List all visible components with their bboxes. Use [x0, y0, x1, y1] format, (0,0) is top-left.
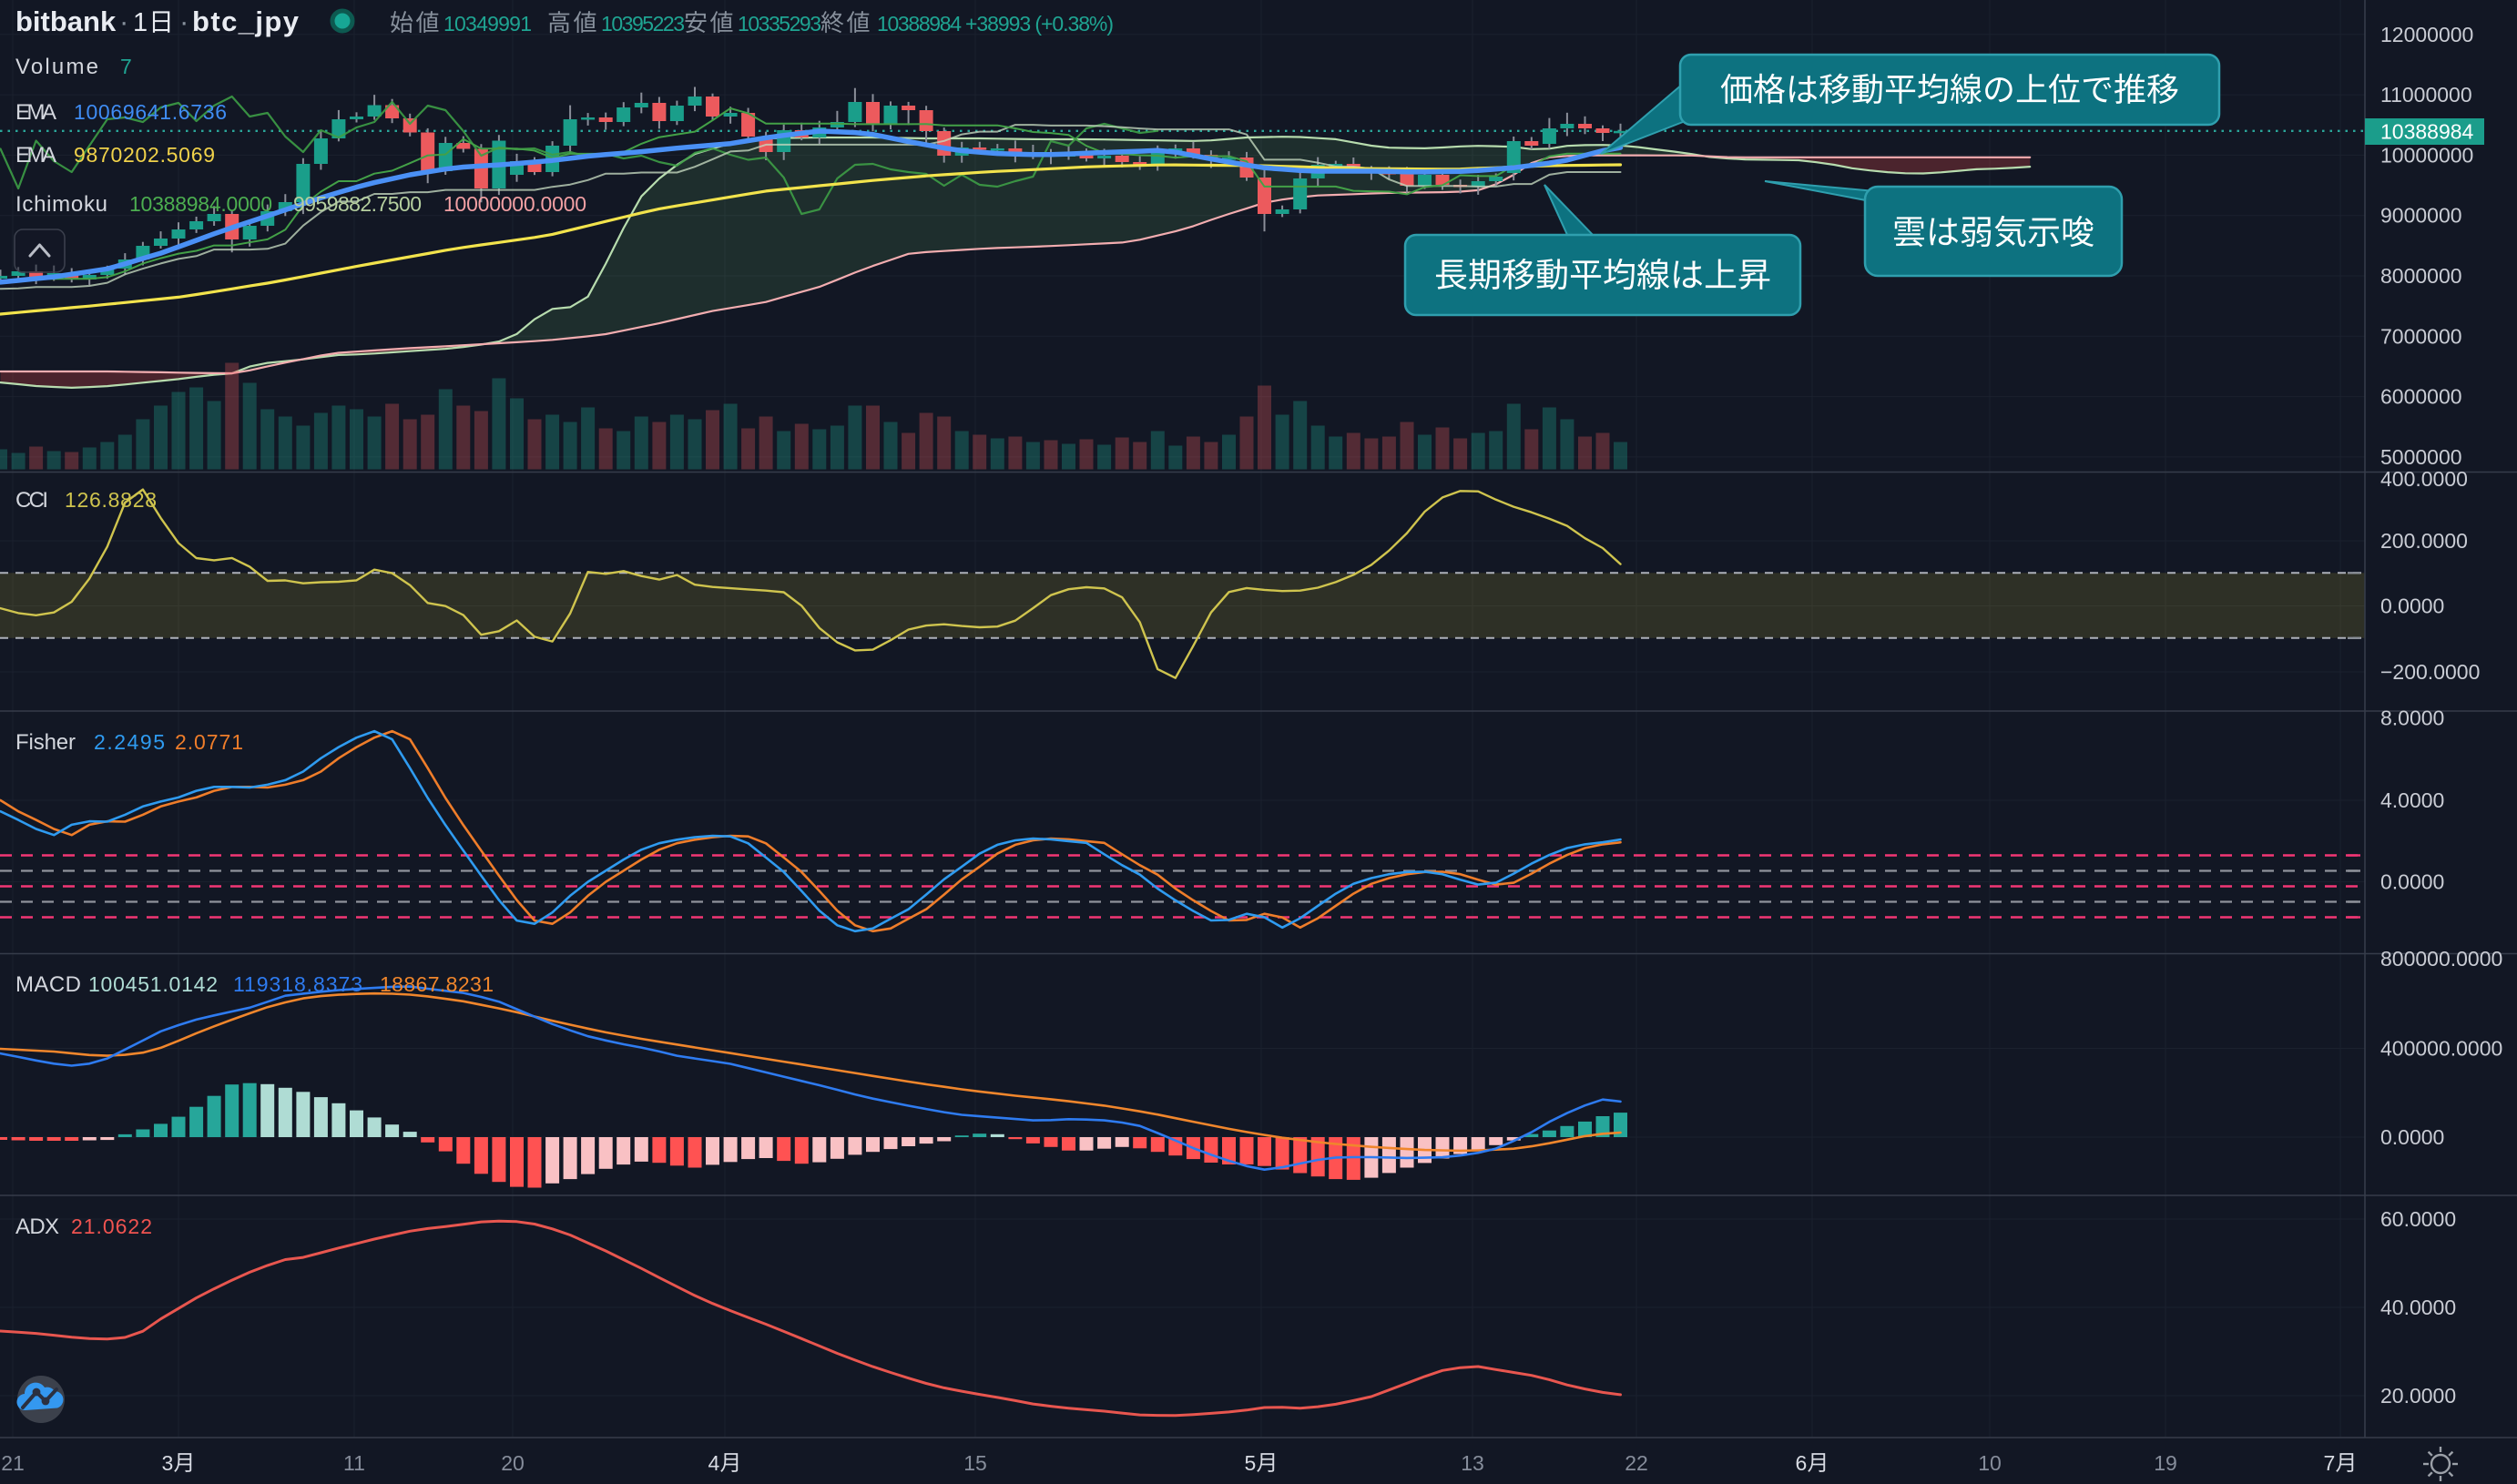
svg-text:3: 3: [162, 1451, 174, 1475]
svg-text:Fisher: Fisher: [15, 730, 76, 755]
svg-text:0.0000: 0.0000: [2380, 595, 2444, 618]
svg-text:7: 7: [120, 55, 132, 78]
svg-text:100451.0142: 100451.0142: [88, 972, 218, 996]
svg-text:10388984: 10388984: [877, 12, 962, 36]
svg-text:10069641.6736: 10069641.6736: [74, 100, 227, 124]
svg-text:7000000: 7000000: [2380, 324, 2462, 348]
svg-text:6000000: 6000000: [2380, 385, 2462, 409]
svg-text:11000000: 11000000: [2380, 83, 2472, 107]
svg-text:0.0000: 0.0000: [2380, 869, 2444, 893]
svg-text:400.0000: 400.0000: [2380, 467, 2468, 491]
svg-text:MACD: MACD: [15, 972, 81, 997]
svg-text:5000000: 5000000: [2380, 445, 2462, 469]
svg-text:19: 19: [2154, 1451, 2177, 1475]
svg-text:10388984: 10388984: [2380, 120, 2474, 144]
svg-text:11: 11: [343, 1451, 365, 1475]
svg-text:8000000: 8000000: [2380, 264, 2462, 288]
svg-text:12000000: 12000000: [2380, 23, 2473, 46]
svg-text:10000000.0000: 10000000.0000: [443, 192, 586, 216]
svg-text:400000.0000: 400000.0000: [2380, 1037, 2502, 1061]
svg-text:2.2495: 2.2495: [94, 730, 165, 754]
svg-text:EMA: EMA: [15, 143, 56, 168]
svg-text:13: 13: [1461, 1451, 1484, 1475]
svg-text:126.8828: 126.8828: [65, 488, 157, 512]
svg-text:15: 15: [963, 1451, 987, 1475]
svg-text:btc_jpy: btc_jpy: [192, 5, 300, 37]
svg-text:2.0771: 2.0771: [175, 730, 243, 754]
svg-text:CCI: CCI: [15, 488, 48, 513]
svg-text:119318.8373: 119318.8373: [233, 972, 362, 996]
svg-text:10: 10: [1978, 1451, 2002, 1475]
svg-text:Volume: Volume: [15, 55, 98, 79]
svg-text:6: 6: [1796, 1451, 1808, 1475]
svg-text:10000000: 10000000: [2380, 143, 2473, 167]
svg-text:40.0000: 40.0000: [2380, 1296, 2456, 1319]
svg-text:9000000: 9000000: [2380, 204, 2462, 228]
svg-text:200.0000: 200.0000: [2380, 529, 2468, 553]
svg-text:22: 22: [1625, 1451, 1648, 1475]
svg-text:20.0000: 20.0000: [2380, 1384, 2456, 1408]
svg-text:8.0000: 8.0000: [2380, 706, 2444, 730]
svg-text:10335293: 10335293: [738, 12, 821, 36]
svg-text:5: 5: [1245, 1451, 1257, 1475]
svg-text:21: 21: [1, 1451, 25, 1475]
svg-text:·: ·: [119, 5, 128, 37]
svg-text:10395223: 10395223: [601, 12, 685, 36]
svg-text:EMA: EMA: [15, 100, 56, 125]
svg-text:bitbank: bitbank: [15, 5, 117, 37]
svg-text:9870202.5069: 9870202.5069: [74, 143, 215, 167]
svg-text:800000.0000: 800000.0000: [2380, 947, 2502, 971]
svg-text:10388984.0000: 10388984.0000: [129, 192, 272, 216]
svg-text:−200.0000: −200.0000: [2380, 660, 2480, 684]
svg-text:60.0000: 60.0000: [2380, 1207, 2456, 1231]
svg-text:+38993 (+0.38%): +38993 (+0.38%): [965, 12, 1114, 36]
svg-text:9959882.7500: 9959882.7500: [293, 192, 422, 216]
svg-text:0.0000: 0.0000: [2380, 1125, 2444, 1149]
svg-text:21.0622: 21.0622: [71, 1215, 152, 1238]
svg-text:1: 1: [133, 8, 148, 37]
svg-text:4.0000: 4.0000: [2380, 788, 2444, 812]
svg-text:10349991: 10349991: [443, 12, 532, 36]
svg-text:·: ·: [179, 5, 189, 37]
svg-text:Ichimoku: Ichimoku: [15, 192, 107, 217]
svg-text:20: 20: [501, 1451, 525, 1475]
svg-text:18867.8231: 18867.8231: [380, 972, 494, 996]
svg-text:ADX: ADX: [15, 1215, 59, 1239]
svg-text:4: 4: [708, 1451, 720, 1475]
svg-text:7: 7: [2324, 1451, 2336, 1475]
